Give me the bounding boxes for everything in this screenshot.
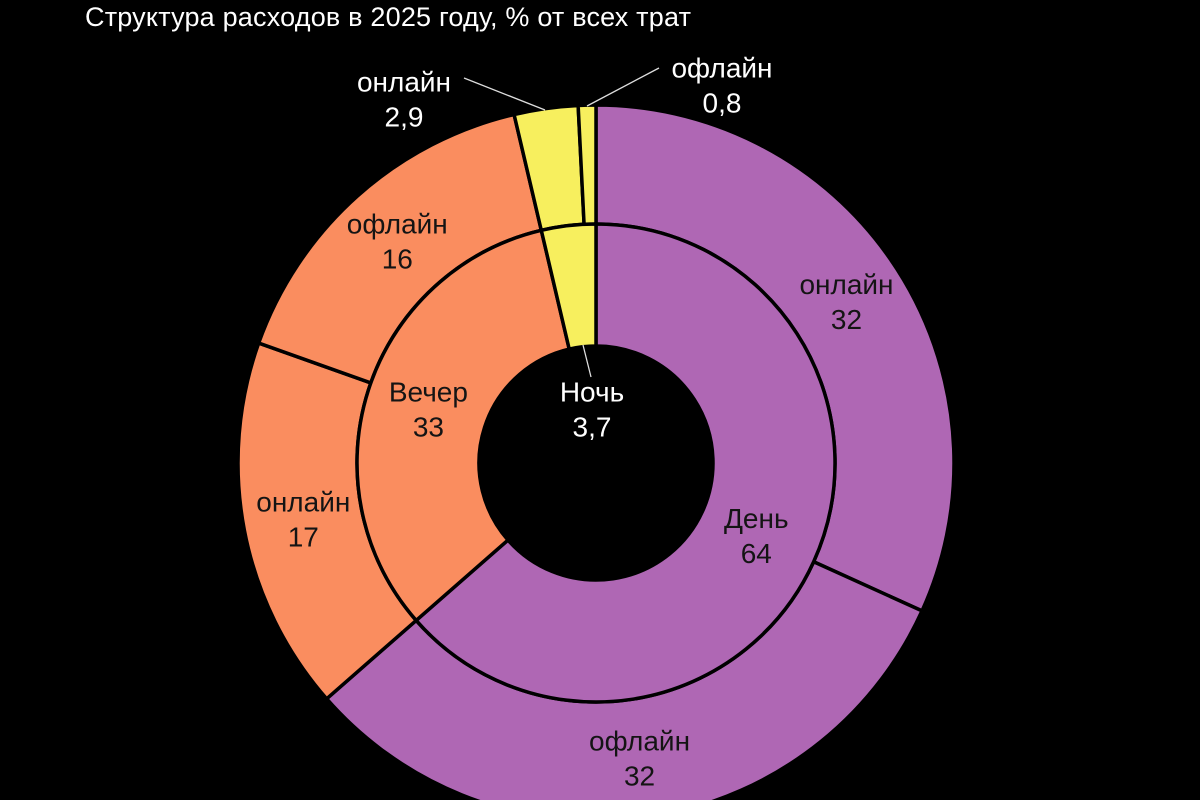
- segment-inner-Ночь: [539, 222, 598, 352]
- segment-inner-Вечер: [355, 228, 572, 623]
- leader-line-outer-онлайн: [463, 77, 546, 111]
- label-outer-офлайн: офлайн: [589, 725, 690, 756]
- value-outer-офлайн: 0,8: [703, 88, 742, 119]
- leader-line-inner-Ночь: [582, 344, 592, 378]
- label-outer-онлайн: онлайн: [256, 486, 350, 517]
- value-outer-онлайн: 2,9: [385, 102, 424, 133]
- label-outer-онлайн: онлайн: [357, 67, 451, 98]
- value-inner-День: 64: [741, 538, 772, 569]
- value-inner-Вечер: 33: [413, 412, 444, 443]
- label-inner-День: День: [724, 503, 789, 534]
- label-outer-офлайн: офлайн: [347, 208, 448, 239]
- label-outer-офлайн: офлайн: [671, 53, 772, 84]
- label-outer-онлайн: онлайн: [799, 269, 893, 300]
- label-inner-Вечер: Вечер: [389, 377, 468, 408]
- label-inner-Ночь: Ночь: [560, 377, 624, 408]
- leader-line-outer-офлайн: [586, 67, 660, 107]
- value-outer-онлайн: 32: [831, 304, 862, 335]
- value-outer-офлайн: 32: [624, 760, 655, 791]
- value-outer-онлайн: 17: [288, 521, 319, 552]
- chart-title: Структура расходов в 2025 году, % от все…: [85, 2, 692, 32]
- value-inner-Ночь: 3,7: [573, 412, 612, 443]
- segment-inner-День: [413, 222, 837, 704]
- value-outer-офлайн: 16: [382, 243, 413, 274]
